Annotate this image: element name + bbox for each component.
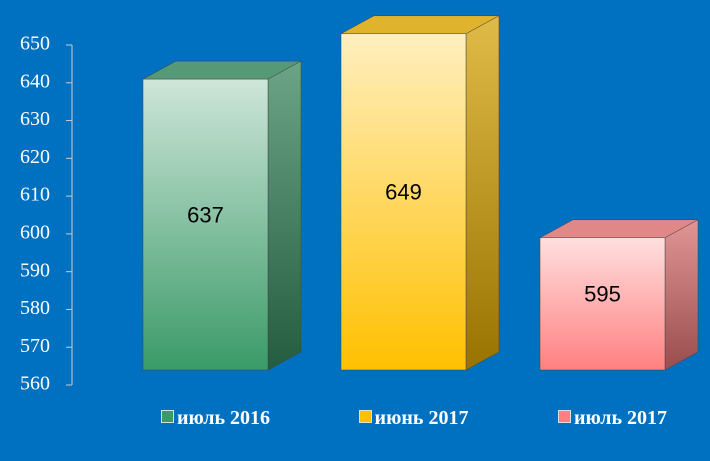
category-text: июль 2017 (573, 407, 668, 429)
bar-side (465, 15, 500, 371)
category-label: июль 2016 (160, 404, 271, 432)
category-text: июль 2016 (176, 407, 271, 429)
value-label: 595 (584, 282, 621, 307)
bar-front (142, 78, 269, 371)
category-label: июнь 2017 (358, 404, 469, 432)
y-tick-label: 650 (20, 33, 50, 55)
bar-front (539, 237, 666, 371)
y-tick-label: 610 (20, 184, 50, 206)
bar-side (267, 60, 302, 371)
y-tick-label: 570 (20, 335, 50, 357)
bar-front (340, 33, 467, 371)
value-label: 637 (187, 202, 224, 227)
y-tick-label: 630 (20, 108, 50, 130)
bar (142, 60, 302, 371)
y-tick-label: 600 (20, 221, 50, 243)
bar (340, 15, 500, 371)
bar (539, 219, 699, 371)
legend-swatch (358, 410, 372, 423)
category-label: июль 2017 (557, 404, 668, 432)
y-tick-label: 590 (20, 259, 50, 281)
bar-side (664, 219, 699, 371)
y-tick-label: 560 (20, 373, 50, 395)
value-label: 649 (385, 180, 422, 205)
y-tick-label: 640 (20, 70, 50, 92)
y-tick-label: 620 (20, 146, 50, 168)
y-tick-label: 580 (20, 297, 50, 319)
category-text: июнь 2017 (374, 407, 469, 429)
legend-swatch (557, 410, 571, 423)
legend-swatch (160, 410, 174, 423)
